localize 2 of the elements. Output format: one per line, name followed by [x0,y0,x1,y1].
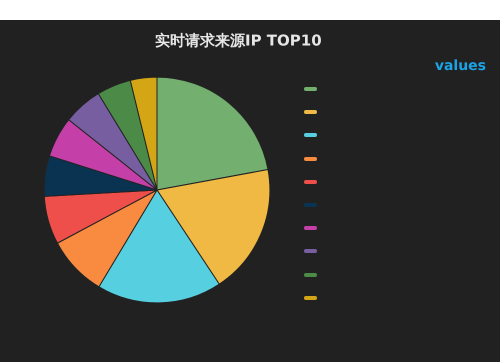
chart-title: 实时请求来源IP TOP10 [155,32,322,50]
text: values [434,58,486,74]
